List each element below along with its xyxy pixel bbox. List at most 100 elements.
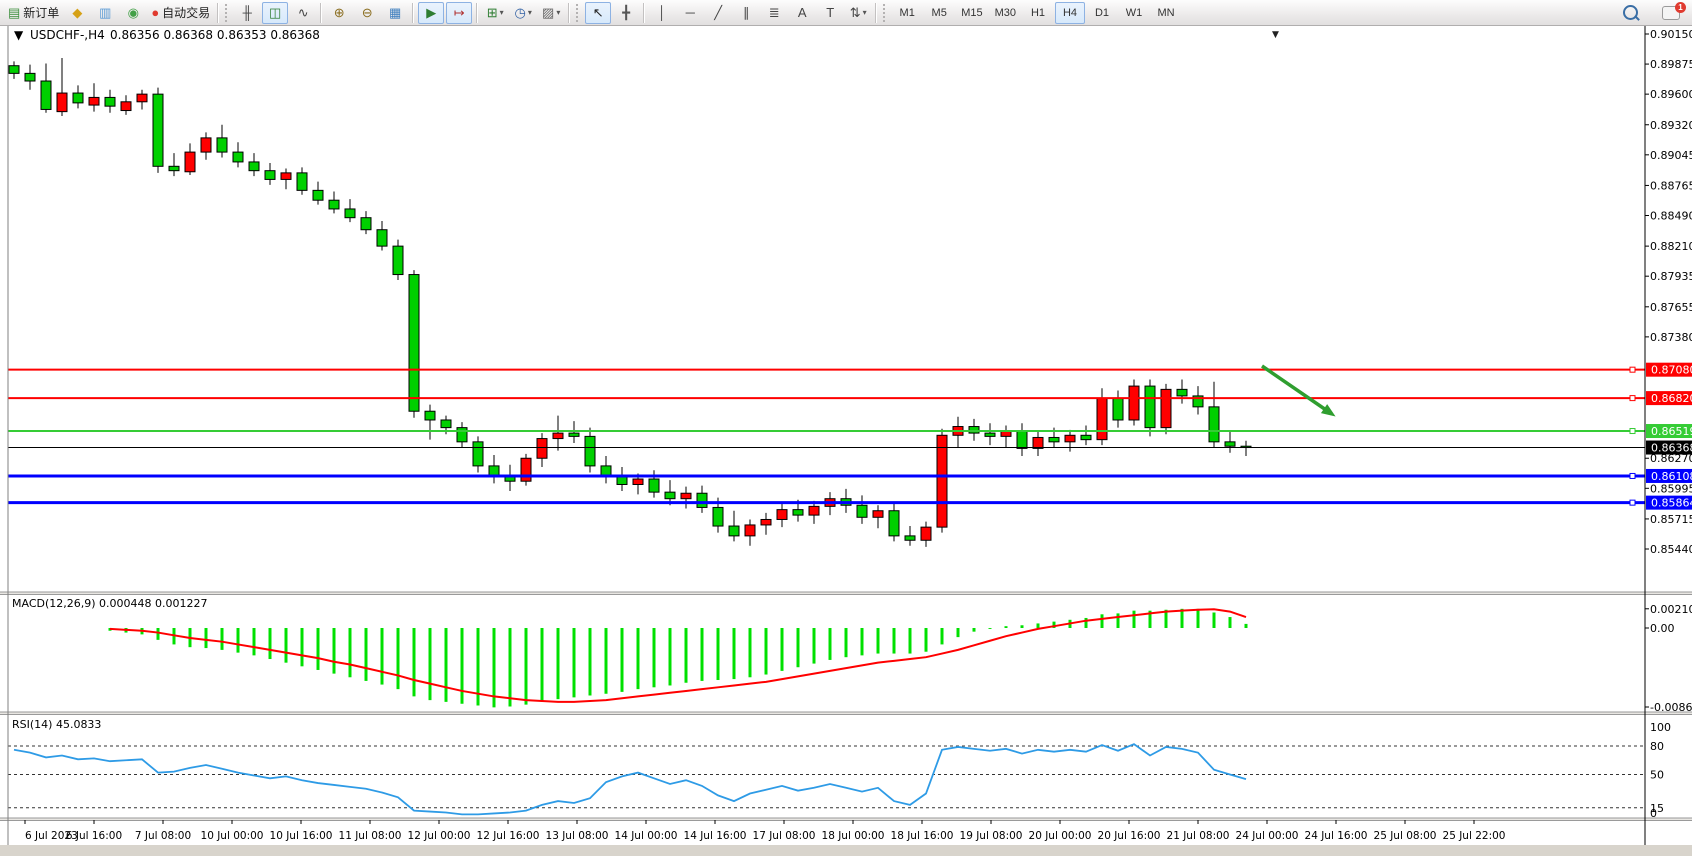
- timeframe-m30-button[interactable]: M30: [994, 6, 1016, 19]
- trendline-button[interactable]: ╱: [705, 2, 731, 24]
- candle-body: [120, 101, 132, 112]
- zoom-in-button[interactable]: ⊕: [326, 2, 352, 24]
- search-icon: [1622, 5, 1638, 20]
- candle-body: [1080, 434, 1092, 441]
- indicators-button[interactable]: ⊞ ▾: [482, 2, 508, 24]
- line-end-marker[interactable]: [1629, 366, 1636, 373]
- candle-body: [1096, 397, 1108, 441]
- candle-body: [584, 435, 596, 467]
- timeframe-w1-button[interactable]: W1: [1125, 6, 1143, 19]
- candle-body: [104, 96, 116, 107]
- bar-chart-button[interactable]: ╫: [234, 2, 260, 24]
- cursor-button[interactable]: ↖: [585, 1, 612, 24]
- price-tick-label: 0.90150: [1650, 28, 1692, 41]
- chart-shift-marker[interactable]: ▼: [1272, 30, 1279, 40]
- line-chart-button[interactable]: ∿: [290, 2, 316, 24]
- rsi-level-label: 50: [1650, 769, 1664, 782]
- chart-canvas[interactable]: 0.002106 0.00 -0.008658 80 50 15 100 0 0.90150 0.…: [0, 26, 1692, 851]
- pane-splitter-main-macd[interactable]: [0, 592, 1692, 595]
- dropdown-caret-icon[interactable]: ▾: [556, 7, 561, 17]
- timeframe-m1-button[interactable]: M1: [899, 6, 915, 19]
- tile-windows-button[interactable]: ▦: [382, 2, 408, 24]
- text-label-button[interactable]: T: [817, 2, 843, 24]
- candle-body: [168, 165, 180, 172]
- notifications-button[interactable]: 1: [1645, 1, 1686, 24]
- candle-body: [984, 432, 996, 437]
- candle-body: [872, 510, 884, 518]
- timeframe-m5-button[interactable]: M5: [931, 6, 947, 19]
- crosshair-button[interactable]: ╋: [613, 2, 639, 24]
- pane-splitter-rsi-timeaxis[interactable]: [0, 818, 1692, 821]
- line-price-badge-label: 0.86108: [1651, 470, 1692, 483]
- chart-shift-button[interactable]: ↦: [446, 1, 473, 24]
- candle-body: [440, 419, 452, 429]
- templates-button[interactable]: ▨ ▾: [538, 2, 564, 24]
- window-bottom-edge: [0, 845, 1692, 851]
- candle-body: [376, 229, 388, 247]
- price-tick-label: 0.87655: [1650, 301, 1692, 314]
- toolbar-separator: [320, 2, 323, 23]
- autoscroll-button[interactable]: ▶: [418, 1, 445, 24]
- candlestick-button[interactable]: ◫: [262, 1, 289, 24]
- candle-body: [88, 96, 100, 106]
- time-axis-label: 14 Jul 16:00: [684, 830, 747, 842]
- fibonacci-button[interactable]: ≣: [761, 2, 787, 24]
- price-tick-label: 0.88210: [1650, 240, 1692, 253]
- line-chart-icon: ∿: [297, 4, 309, 20]
- candle-body: [616, 476, 628, 485]
- candle-body: [312, 189, 324, 201]
- signals-button[interactable]: ◉: [120, 2, 146, 24]
- line-end-marker[interactable]: [1629, 428, 1636, 435]
- dropdown-caret-icon[interactable]: ▾: [499, 7, 504, 17]
- clock-icon: ◷: [514, 4, 526, 20]
- shapes-button[interactable]: ⇅ ▾: [845, 2, 871, 24]
- price-tick-label: 0.87935: [1650, 270, 1692, 283]
- line-end-marker[interactable]: [1629, 499, 1636, 506]
- toolbar: ▤ 新订单 ◆ ▥ ◉ ● 自动交易 ╫ ◫ ∿ ⊕ ⊖ ▦ ▶ ↦ ⊞ ▾ ◷ ▾ ▨ ▾ ↖ ╋ │ ─ ╱ ∥ ≣ A T ⇅ ▾ M1 M…: [0, 0, 1692, 26]
- gold-bar-button[interactable]: ◆: [64, 2, 90, 24]
- dropdown-caret-icon[interactable]: ▾: [862, 7, 867, 17]
- line-end-marker[interactable]: [1629, 472, 1636, 479]
- price-tick-label: 0.86270: [1650, 452, 1692, 465]
- candle-body: [360, 217, 372, 231]
- candle-body: [136, 93, 148, 103]
- timeframe-mn-button[interactable]: MN: [1157, 6, 1175, 19]
- line-end-marker[interactable]: [1629, 395, 1636, 402]
- candle-body: [1224, 441, 1236, 447]
- candle-body: [728, 525, 740, 537]
- text-button[interactable]: A: [789, 2, 815, 24]
- new-order-button[interactable]: ▤ 新订单: [5, 2, 62, 24]
- chart-cloud-button[interactable]: ▥: [92, 2, 118, 24]
- dropdown-caret-icon[interactable]: ▾: [527, 7, 532, 17]
- candle-body: [744, 524, 756, 537]
- autotrade-button[interactable]: ● 自动交易: [148, 2, 213, 24]
- chart-background: [0, 26, 1692, 851]
- rsi-line: [13, 743, 1247, 816]
- candle-body: [712, 506, 724, 527]
- candle-body: [264, 170, 276, 180]
- pane-splitter-macd-rsi[interactable]: [0, 712, 1692, 715]
- horizontal-line-icon: ─: [685, 4, 695, 20]
- down-trend-arrow[interactable]: [1261, 364, 1330, 414]
- candle-body: [408, 274, 420, 412]
- chart-title-marker[interactable]: ▼: [14, 28, 24, 42]
- line-price-badge-label: 0.86368: [1651, 442, 1692, 455]
- time-axis-label: 13 Jul 08:00: [546, 830, 609, 842]
- channel-button[interactable]: ∥: [733, 2, 759, 24]
- candle-body: [1208, 406, 1220, 443]
- zoom-out-button[interactable]: ⊖: [354, 2, 380, 24]
- periods-button[interactable]: ◷ ▾: [510, 2, 536, 24]
- timeframe-m15-button[interactable]: M15: [961, 6, 983, 19]
- price-tick-label: 0.89320: [1650, 119, 1692, 132]
- candle-body: [328, 199, 340, 210]
- toolbar-grip: [883, 3, 888, 22]
- candle-body: [536, 438, 548, 459]
- timeframe-h4-button[interactable]: H4: [1055, 1, 1085, 24]
- candle-body: [968, 426, 980, 434]
- search-button[interactable]: [1617, 2, 1643, 24]
- horizontal-line-button[interactable]: ─: [677, 2, 703, 24]
- vertical-line-button[interactable]: │: [649, 2, 675, 24]
- trendline-icon: ╱: [714, 4, 723, 20]
- timeframe-d1-button[interactable]: D1: [1094, 6, 1110, 19]
- timeframe-h1-button[interactable]: H1: [1030, 6, 1046, 19]
